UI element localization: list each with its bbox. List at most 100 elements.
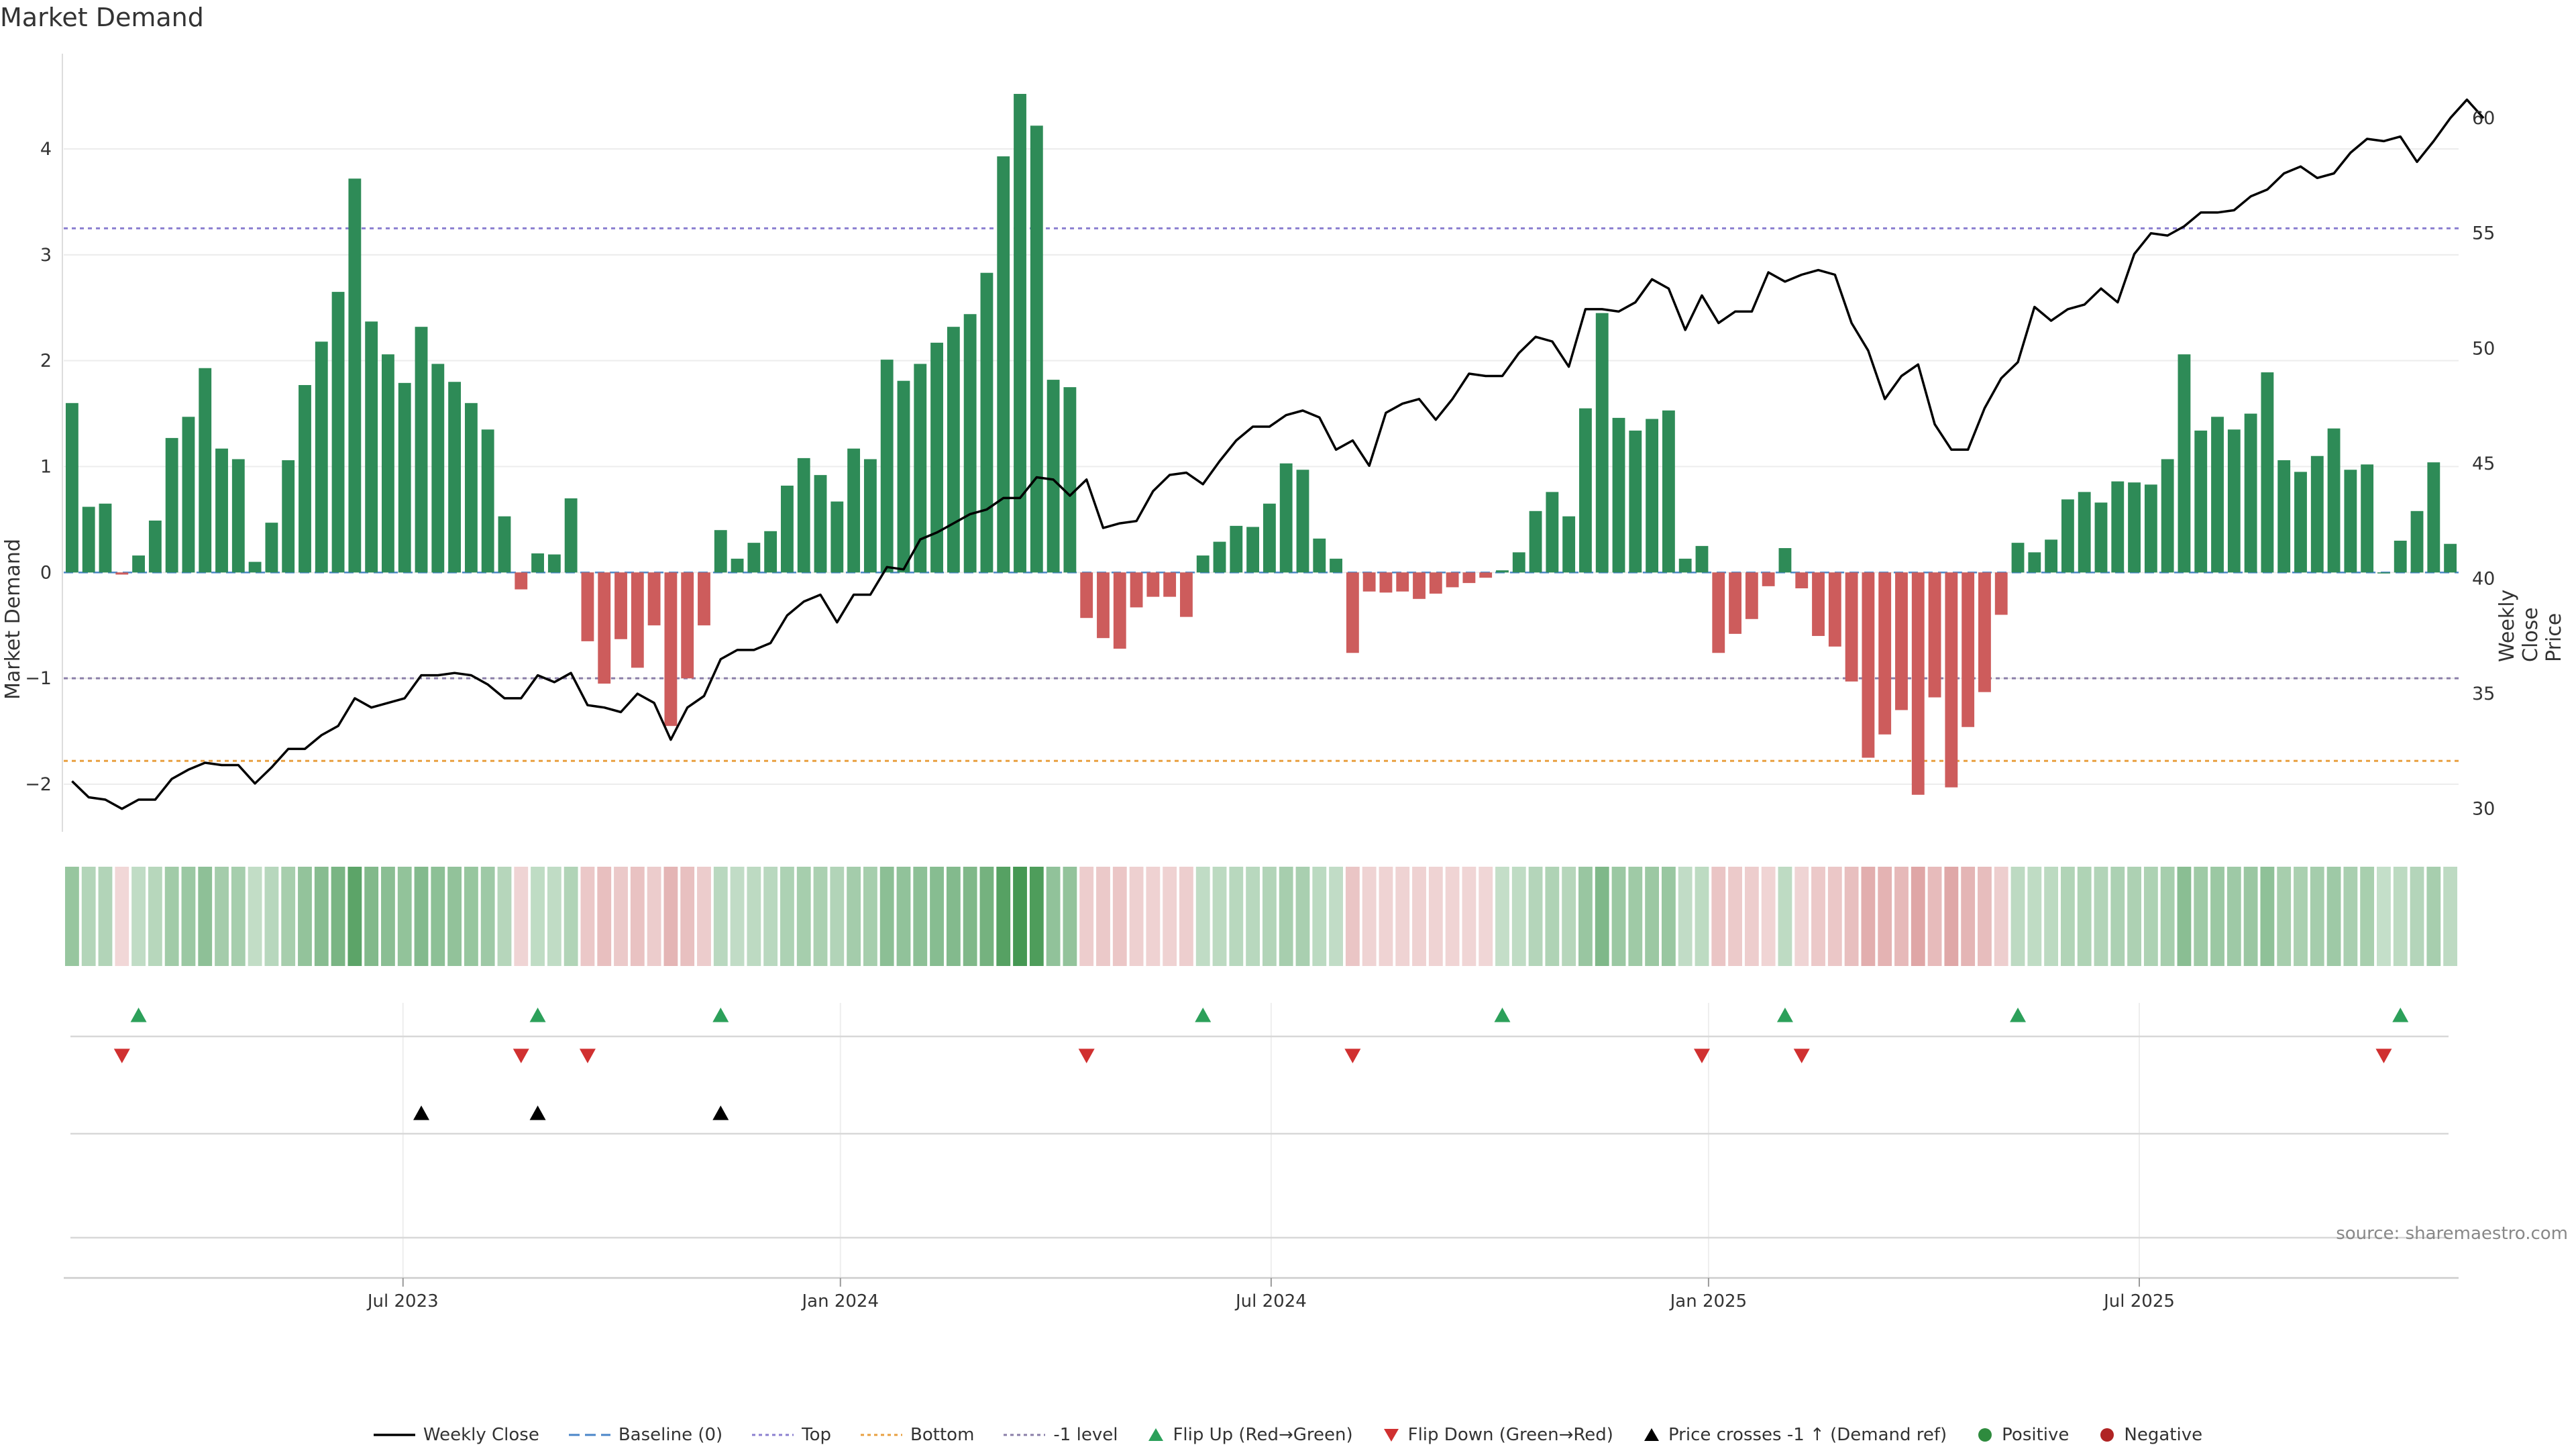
- heat-cell: [347, 867, 362, 966]
- heat-cell: [131, 867, 146, 966]
- demand-bar: [1546, 492, 1559, 573]
- demand-bar: [382, 354, 394, 573]
- heat-cell: [1262, 867, 1277, 966]
- heat-cell: [431, 867, 445, 966]
- flip-down-marker: [513, 1049, 529, 1063]
- heat-cell: [2377, 867, 2391, 966]
- heat-cell: [1479, 867, 1493, 966]
- demand-bar: [1978, 572, 1991, 692]
- heat-cell: [381, 867, 395, 966]
- flip-up-marker: [130, 1008, 147, 1022]
- heat-cell: [2210, 867, 2224, 966]
- heat-cell: [1362, 867, 1377, 966]
- demand-bar: [2211, 417, 2224, 573]
- y-axis-label-right: Weekly Close Price: [2496, 589, 2566, 662]
- heat-cell: [1545, 867, 1560, 966]
- y2-tick-label: 50: [2472, 338, 2495, 359]
- legend-swatch: [1978, 1428, 1992, 1442]
- legend-item: Flip Down (Green→Red): [1383, 1425, 1613, 1445]
- y-tick-label: −2: [25, 774, 52, 795]
- chart-title: Market Demand: [0, 3, 204, 32]
- heat-cell: [1379, 867, 1393, 966]
- demand-bar: [980, 272, 994, 573]
- legend-item: Price crosses -1 ↑ (Demand ref): [1643, 1425, 1947, 1445]
- heat-cell: [979, 867, 994, 966]
- legend-swatch: [861, 1434, 903, 1436]
- heat-cell: [830, 867, 845, 966]
- heat-cell: [1611, 867, 1626, 966]
- demand-bar: [1230, 525, 1243, 573]
- demand-bar: [1180, 572, 1193, 617]
- demand-bar: [331, 292, 345, 573]
- legend-label: -1 level: [1053, 1425, 1118, 1445]
- demand-bar: [199, 368, 212, 573]
- demand-bar: [1362, 572, 1376, 592]
- demand-bar: [2227, 429, 2241, 573]
- demand-bar: [1945, 572, 1958, 788]
- weekly-close-line-group: [71, 98, 2485, 810]
- heat-cell: [1229, 867, 1244, 966]
- legend-item: Top: [752, 1425, 831, 1445]
- heat-cell: [1628, 867, 1643, 966]
- heat-cell: [2094, 867, 2108, 966]
- legend-label: Negative: [2124, 1425, 2203, 1445]
- demand-bar: [1678, 558, 1692, 573]
- demand-bar: [880, 360, 894, 573]
- heat-cell: [1911, 867, 1925, 966]
- heat-cell: [2044, 867, 2059, 966]
- demand-bar: [148, 521, 162, 573]
- demand-bar: [481, 429, 494, 573]
- demand-bar: [1296, 470, 1309, 573]
- heat-cell: [514, 867, 529, 966]
- heat-cell: [480, 867, 495, 966]
- heat-cell: [1827, 867, 1842, 966]
- heat-cell: [1994, 867, 2008, 966]
- heat-cell: [1728, 867, 1742, 966]
- heat-cell: [1146, 867, 1161, 966]
- demand-bar: [182, 417, 195, 573]
- x-tick-label: Jul 2025: [2102, 1291, 2175, 1311]
- y-tick-label: 2: [40, 351, 52, 372]
- demand-bar: [1496, 570, 1509, 573]
- demand-bar: [231, 459, 245, 573]
- legend-item: Negative: [2098, 1425, 2202, 1445]
- legend-swatch: [568, 1434, 610, 1436]
- demand-bar: [1279, 463, 1293, 573]
- legend-item: Weekly Close: [373, 1425, 539, 1445]
- y-tick-label: 4: [40, 139, 52, 160]
- demand-bar: [1712, 572, 1725, 653]
- demand-bar: [1695, 545, 1709, 573]
- flip-down-marker: [1078, 1049, 1095, 1063]
- heat-cell: [331, 867, 345, 966]
- legend-item: Positive: [1976, 1425, 2069, 1445]
- demand-bar: [731, 558, 744, 573]
- heat-cell: [614, 867, 628, 966]
- demand-bar: [2394, 540, 2407, 573]
- heat-cell: [747, 867, 761, 966]
- heat-cell: [1695, 867, 1709, 966]
- y-tick-label: −1: [25, 668, 52, 689]
- heat-cell: [963, 867, 977, 966]
- y2-tick-label: 35: [2472, 684, 2495, 704]
- demand-bar: [1446, 572, 1459, 588]
- heat-cell: [2443, 867, 2458, 966]
- demand-bar: [1662, 410, 1675, 573]
- demand-bar: [2078, 492, 2091, 573]
- heat-cell: [1163, 867, 1177, 966]
- demand-bar: [498, 516, 511, 573]
- demand-bar: [2327, 428, 2341, 573]
- heat-cell: [763, 867, 778, 966]
- demand-bar: [698, 572, 710, 626]
- demand-bar: [664, 572, 678, 727]
- demand-bar: [431, 364, 445, 573]
- demand-bar: [681, 572, 694, 679]
- heat-cell: [2326, 867, 2341, 966]
- demand-bar: [1330, 558, 1342, 573]
- demand-bar: [1346, 572, 1359, 653]
- demand-bar: [1862, 572, 1875, 758]
- heat-cell: [181, 867, 196, 966]
- heat-cell: [2060, 867, 2075, 966]
- demand-bar: [365, 321, 378, 573]
- demand-bar: [814, 475, 827, 573]
- price-cross-marker: [529, 1106, 546, 1120]
